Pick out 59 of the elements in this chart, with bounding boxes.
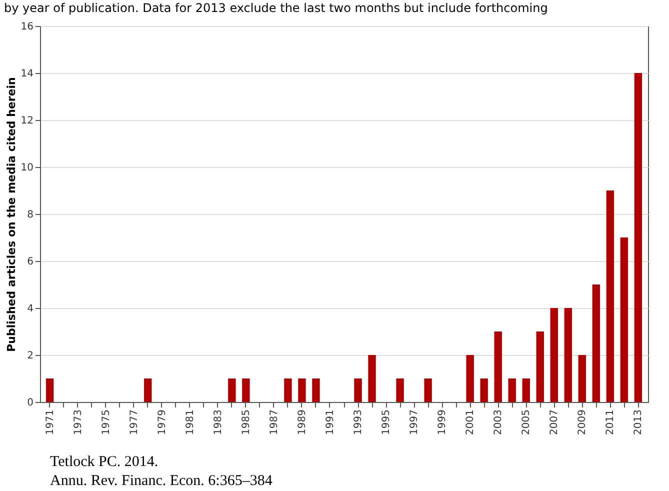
x-tick-label: 1977 [128, 410, 140, 435]
x-tick-label: 1991 [324, 410, 336, 435]
x-tick-label: 2005 [521, 410, 532, 435]
bar [508, 378, 516, 402]
bar [228, 378, 236, 402]
x-tick-label: 1989 [296, 410, 308, 435]
bar [396, 378, 404, 402]
x-tick-label: 1985 [240, 410, 252, 435]
x-tick-label: 1997 [409, 410, 420, 435]
bar [354, 378, 362, 402]
x-tick-label: 1993 [353, 410, 364, 435]
x-tick-label: 1983 [212, 410, 224, 435]
y-tick-label: 14 [20, 68, 34, 80]
y-tick-label: 0 [27, 398, 34, 408]
x-tick-label: 1975 [100, 410, 112, 435]
y-tick-label: 10 [20, 162, 34, 174]
bar [522, 378, 530, 402]
bar [578, 355, 586, 402]
bar [466, 355, 474, 402]
y-tick-label: 8 [27, 210, 34, 220]
bar [592, 284, 600, 402]
x-tick-label: 1971 [44, 410, 56, 435]
y-tick-label: 16 [20, 22, 34, 32]
bar [312, 378, 320, 402]
bar [144, 378, 152, 402]
chart-title: by year of publication. Data for 2013 exclude the last two months but include forthcoming [3, 0, 549, 15]
bar [424, 378, 432, 402]
bar [620, 238, 628, 402]
y-tick-label: 4 [27, 304, 34, 314]
bar [634, 73, 642, 402]
x-tick-label: 1981 [184, 410, 196, 435]
bar [480, 378, 488, 402]
bar [606, 190, 614, 402]
y-tick-label: 12 [20, 116, 34, 126]
bar [242, 378, 250, 402]
bar [298, 378, 306, 402]
x-tick-label: 2013 [633, 410, 644, 435]
bar [284, 378, 292, 402]
bar [536, 332, 544, 402]
x-tick-label: 2011 [605, 410, 616, 435]
bar [494, 332, 502, 402]
x-tick-label: 1987 [268, 410, 280, 435]
bar [550, 308, 558, 402]
bar [368, 355, 376, 402]
x-tick-label: 1979 [156, 410, 168, 435]
x-tick-label: 2001 [465, 410, 476, 435]
x-tick-label: 1973 [72, 410, 84, 435]
x-tick-label: 2009 [577, 410, 588, 435]
x-tick-label: 1995 [381, 410, 392, 435]
y-axis-title: Published articles on the media cited herein [4, 77, 18, 352]
bar [564, 308, 572, 402]
y-tick-label: 2 [27, 350, 34, 362]
text: Annu. Rev. Financ. Econ. 6:365–384 [50, 472, 274, 491]
text: Tetlock PC. 2014. [50, 453, 160, 472]
x-tick-label: 1999 [437, 410, 448, 435]
y-tick-label: 6 [27, 256, 34, 268]
x-tick-label: 2007 [549, 410, 560, 435]
bar [46, 378, 54, 402]
x-tick-label: 2003 [493, 410, 504, 435]
